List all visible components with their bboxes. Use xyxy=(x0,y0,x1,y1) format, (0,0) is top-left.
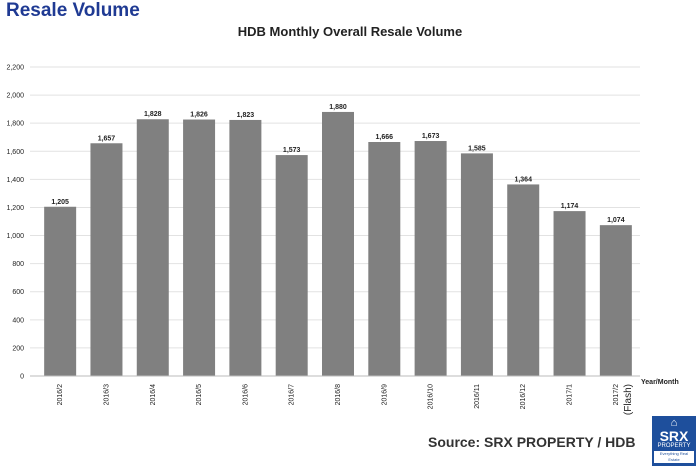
x-tick-label: 2016/6 xyxy=(242,384,249,406)
bar xyxy=(183,119,216,376)
x-tick-label: 2016/2 xyxy=(57,384,64,406)
x-tick-label: 2016/11 xyxy=(474,384,481,409)
logo-sub-text: PROPERTY xyxy=(657,443,691,449)
logo-main-text: SRX xyxy=(659,428,689,444)
y-tick-label: 400 xyxy=(12,317,24,324)
bar xyxy=(553,211,586,376)
house-icon: ⌂ xyxy=(670,417,678,429)
x-tick-label: 2016/12 xyxy=(520,384,527,409)
bar xyxy=(507,184,540,376)
x-tick-label: 2017/2 xyxy=(613,384,620,406)
y-tick-label: 200 xyxy=(12,345,24,352)
page-heading: Resale Volume xyxy=(6,0,140,21)
y-tick-label: 1,800 xyxy=(6,121,24,128)
y-axis: 0 200 400 600 800 1,000 1,200 1,400 1,600 1,800 2,… xyxy=(6,65,24,381)
x-tick-label: 2016/8 xyxy=(335,384,342,406)
bar xyxy=(136,119,169,377)
y-tick-label: 0 xyxy=(20,374,24,381)
x-tick-label: 2016/10 xyxy=(428,384,435,409)
bar-value-label: 1,657 xyxy=(98,135,116,142)
x-tick-label: 2016/7 xyxy=(289,384,296,406)
bar xyxy=(229,119,262,377)
bar xyxy=(414,141,447,376)
y-tick-label: 1,000 xyxy=(6,233,24,240)
bar-value-label: 1,823 xyxy=(237,112,255,119)
bar-value-label: 1,585 xyxy=(468,145,486,152)
x-tick-label: 2017/1 xyxy=(567,384,574,406)
bar xyxy=(460,153,493,376)
y-tick-label: 1,600 xyxy=(6,149,24,156)
y-tick-label: 1,400 xyxy=(6,177,24,184)
bar-value-label: 1,174 xyxy=(561,203,579,210)
y-tick-label: 2,000 xyxy=(6,93,24,100)
x-axis: 2016/2 2016/3 2016/4 2016/5 2016/6 2016/7 2016… xyxy=(30,375,640,415)
bar-value-label: 1,673 xyxy=(422,133,440,140)
bar xyxy=(368,142,401,376)
y-tick-label: 1,200 xyxy=(6,205,24,212)
bar xyxy=(275,155,308,376)
bar-value-label: 1,205 xyxy=(51,199,69,206)
x-tick-label: 2016/3 xyxy=(103,384,110,406)
bar-value-label: 1,828 xyxy=(144,111,162,118)
bar xyxy=(322,111,354,376)
bar-value-label: 1,074 xyxy=(607,217,625,224)
chart-bars: 1,205 1,657 1,828 1,826 1,823 1,573 1,880 1,666… xyxy=(44,104,632,377)
x-tick-label: 2016/9 xyxy=(381,384,388,406)
y-tick-label: 800 xyxy=(12,261,24,268)
bar xyxy=(599,225,632,376)
bar-value-label: 1,666 xyxy=(376,134,394,141)
bar xyxy=(90,143,123,376)
x-tick-label: 2016/5 xyxy=(196,384,203,406)
bar-value-label: 1,573 xyxy=(283,147,301,154)
bar-value-label: 1,364 xyxy=(514,176,532,183)
x-tick-note: (Flash) xyxy=(623,384,634,415)
bar-value-label: 1,880 xyxy=(329,104,347,111)
y-tick-label: 600 xyxy=(12,289,24,296)
source-note: Source: SRX PROPERTY / HDB xyxy=(428,434,636,450)
x-axis-label: Year/Month xyxy=(641,379,679,386)
srx-logo: ⌂ SRX PROPERTY Everything Real Estate xyxy=(652,416,696,466)
bar-value-label: 1,826 xyxy=(190,112,208,119)
logo-tagline: Everything Real Estate xyxy=(654,451,694,463)
x-tick-label: 2016/4 xyxy=(150,384,157,406)
bar xyxy=(44,206,77,376)
chart-title: HDB Monthly Overall Resale Volume xyxy=(237,24,463,39)
y-tick-label: 2,200 xyxy=(6,65,24,72)
